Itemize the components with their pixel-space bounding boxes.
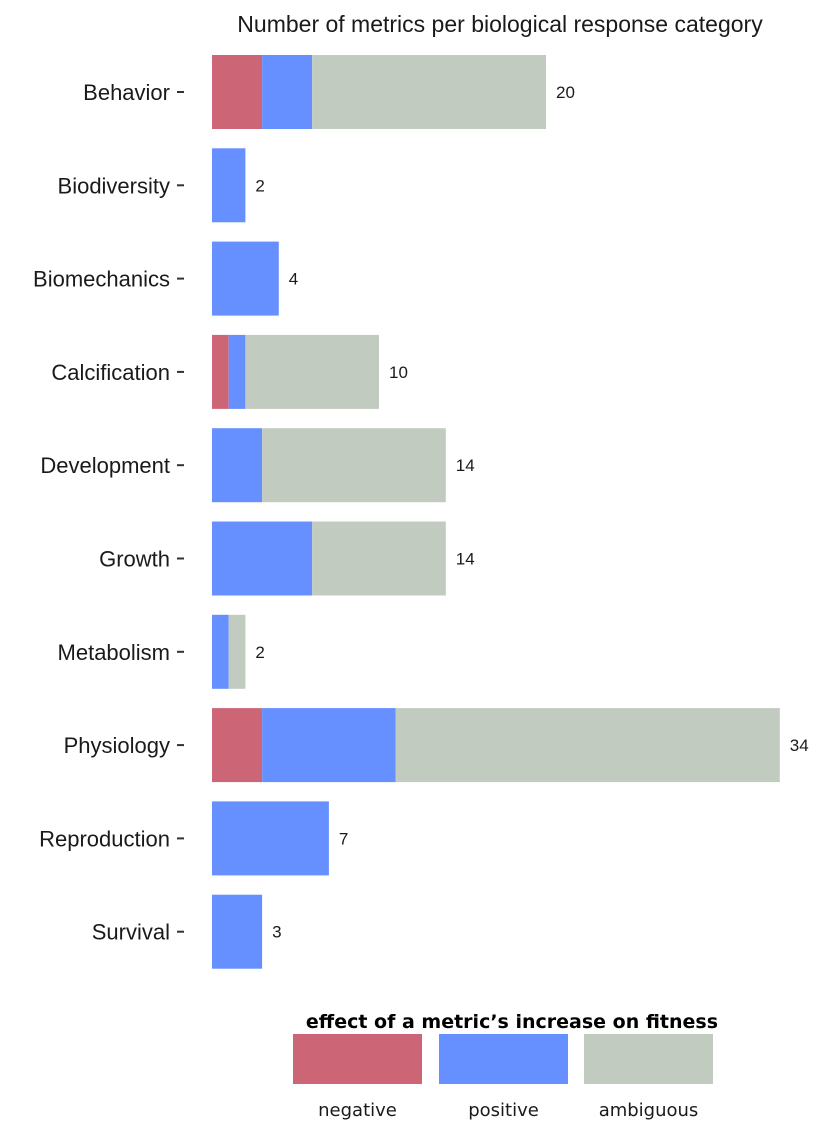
bar-survival-positive (212, 894, 263, 969)
bar-biomechanics-positive (212, 241, 279, 316)
bar-growth-ambiguous (312, 521, 446, 596)
total-label-behavior: 20 (556, 83, 575, 102)
category-label-biodiversity: Biodiversity (58, 173, 170, 198)
category-label-growth: Growth (99, 547, 170, 572)
bar-growth-positive (212, 521, 313, 596)
bar-calcification-ambiguous (245, 334, 379, 409)
legend-title: effect of a metric’s increase on fitness (306, 1011, 718, 1033)
category-label-reproduction: Reproduction (39, 826, 170, 851)
bar-behavior-negative (212, 55, 263, 129)
total-label-calcification: 10 (389, 363, 408, 382)
legend-label-negative: negative (318, 1100, 397, 1121)
bar-physiology-ambiguous (395, 708, 780, 783)
category-label-behavior: Behavior (83, 80, 170, 105)
bar-behavior-positive (262, 55, 313, 129)
total-label-reproduction: 7 (339, 829, 348, 848)
total-label-physiology: 34 (790, 736, 809, 755)
bar-reproduction-positive (212, 801, 329, 876)
bar-calcification-positive (228, 334, 246, 409)
total-label-growth: 14 (456, 550, 475, 569)
bar-physiology-negative (212, 708, 263, 783)
legend-items: negative positive ambiguous (293, 1034, 713, 1121)
total-label-survival: 3 (272, 923, 281, 942)
category-label-metabolism: Metabolism (58, 640, 170, 665)
bar-biodiversity-positive (212, 148, 246, 223)
category-label-physiology: Physiology (64, 733, 170, 758)
legend-swatch-positive (439, 1034, 568, 1084)
bar-development-positive (212, 428, 263, 503)
bars-group (212, 55, 780, 969)
axis-ticks (177, 91, 184, 933)
total-labels: 20 2 4 10 14 14 2 34 7 3 (255, 83, 808, 942)
bar-physiology-positive (262, 708, 396, 783)
category-label-development: Development (40, 453, 170, 478)
legend-label-ambiguous: ambiguous (599, 1100, 699, 1121)
category-label-survival: Survival (92, 920, 170, 945)
legend: effect of a metric’s increase on fitness… (293, 1011, 718, 1121)
category-labels: Behavior Biodiversity Biomechanics Calcific… (33, 80, 170, 945)
legend-swatch-negative (293, 1034, 422, 1084)
chart-title: Number of metrics per biological respons… (237, 11, 763, 37)
bar-calcification-negative (212, 334, 229, 409)
total-label-biomechanics: 4 (289, 270, 298, 289)
bar-development-ambiguous (262, 428, 446, 503)
bar-behavior-ambiguous (312, 55, 546, 129)
total-label-biodiversity: 2 (255, 176, 264, 195)
bar-metabolism-ambiguous (228, 614, 246, 689)
category-label-biomechanics: Biomechanics (33, 267, 170, 292)
bar-metabolism-positive (212, 614, 229, 689)
category-label-calcification: Calcification (51, 360, 170, 385)
legend-swatch-ambiguous (584, 1034, 713, 1084)
total-label-metabolism: 2 (255, 643, 264, 662)
total-label-development: 14 (456, 456, 475, 475)
legend-label-positive: positive (468, 1100, 539, 1121)
